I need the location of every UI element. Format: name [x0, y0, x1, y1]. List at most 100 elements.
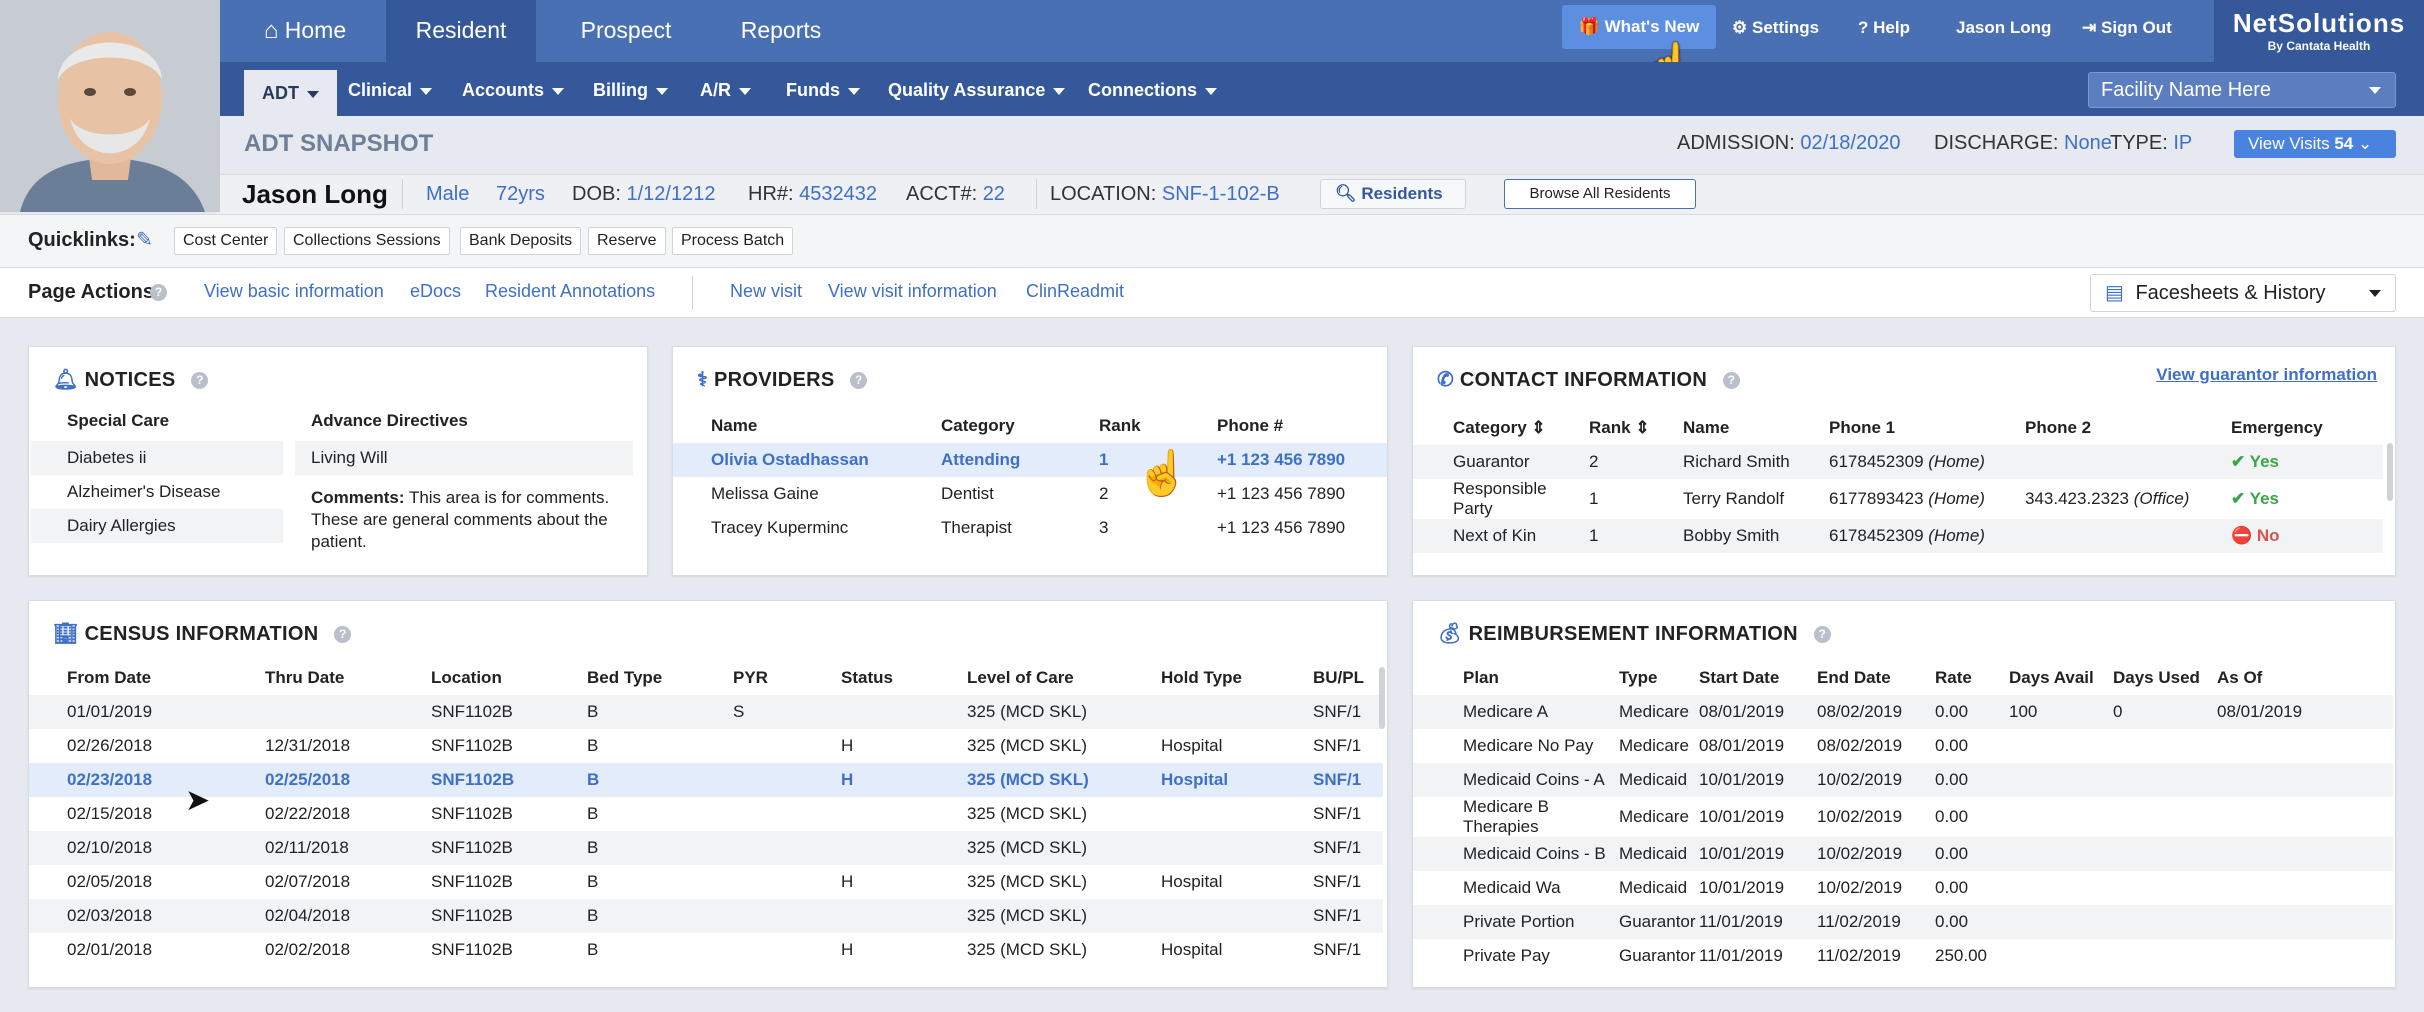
table-row[interactable]: 02/26/2018 12/31/2018 SNF1102B B H 325 (MCD S…	[29, 729, 1383, 763]
view-visits-button[interactable]: View Visits 54 ⌄	[2234, 130, 2396, 158]
residents-dropdown-label: Residents	[1361, 184, 1443, 203]
subnav-funds[interactable]: Funds	[786, 62, 860, 116]
link-view-visit-information[interactable]: View visit information	[828, 281, 997, 301]
notices-title: NOTICES	[84, 369, 176, 391]
link-clinreadmit[interactable]: ClinReadmit	[1026, 281, 1125, 301]
table-cell: SNF1102B	[431, 736, 513, 755]
quicklink-bank-deposits[interactable]: Bank Deposits	[460, 227, 582, 255]
contact-rank: 2	[1589, 445, 1683, 479]
link-view-basic-information[interactable]: View basic information	[204, 281, 384, 301]
table-cell	[733, 831, 841, 865]
facesheets-history-select[interactable]: ▤ Facesheets & History	[2090, 274, 2396, 312]
nav-resident[interactable]: Resident	[386, 0, 536, 62]
chevron-down-icon	[420, 87, 433, 95]
residents-dropdown[interactable]: 🔍︎ Residents	[1320, 179, 1466, 227]
help-icon[interactable]: ?	[1722, 372, 1740, 390]
quicklink-collections-sessions[interactable]: Collections Sessions	[284, 227, 450, 255]
provider-rank: 3	[1099, 518, 1109, 537]
view-guarantor-information-link[interactable]: View guarantor information	[2156, 365, 2377, 384]
table-row[interactable]: Medicaid Wa Medicaid 10/01/2019 10/02/2019 0…	[1413, 871, 2393, 905]
table-row[interactable]: 02/03/2018 02/04/2018 SNF1102B B 325 (MCD SK…	[29, 899, 1383, 933]
scrollbar[interactable]	[2387, 443, 2393, 501]
subnav-connections[interactable]: Connections	[1088, 62, 1218, 116]
edit-icon[interactable]: ✎	[136, 229, 153, 251]
phone-icon: ✆	[1437, 369, 1455, 391]
table-cell: SNF/1	[1313, 831, 1383, 865]
nav-home-label: Home	[284, 17, 347, 43]
resident-gender: Male	[426, 183, 470, 205]
whats-new-button[interactable]: 🎁 What's New	[1562, 5, 1716, 49]
special-care-item: Diabetes ii	[31, 441, 283, 475]
user-name[interactable]: Jason Long	[1956, 18, 2052, 37]
table-row[interactable]: 02/15/2018 02/22/2018 SNF1102B B 325 (MCD SK…	[29, 797, 1383, 831]
admission-value: 02/18/2020	[1800, 132, 1901, 154]
table-row[interactable]: 02/05/2018 02/07/2018 SNF1102B B H 325 (MCD S…	[29, 865, 1383, 899]
subnav-accounts[interactable]: Accounts	[462, 62, 565, 116]
provider-name: Olivia Ostadhassan	[673, 443, 941, 477]
help-icon[interactable]: ?	[191, 372, 209, 390]
table-row[interactable]: Medicare A Medicare 08/01/2019 08/02/2019 0.…	[1413, 695, 2393, 729]
help-icon[interactable]: ?	[150, 284, 167, 301]
table-row[interactable]: 02/23/2018 02/25/2018 SNF1102B B H 325 (MCD S…	[29, 763, 1383, 797]
table-row[interactable]: Private Portion Guarantor 11/01/2019 11/02/…	[1413, 905, 2393, 939]
table-cell: B	[587, 763, 733, 797]
help-link[interactable]: ? Help	[1858, 18, 1910, 38]
table-row[interactable]: Tracey Kuperminc Therapist 3 +1 123 456 …	[673, 511, 1387, 545]
nav-home[interactable]: ⌂ Home	[230, 0, 380, 62]
table-cell: SNF1102B	[431, 695, 587, 729]
table-cell: H	[841, 736, 854, 755]
emergency-no: ⛔ No	[2231, 519, 2383, 553]
table-row[interactable]: Medicare B Therapies Medicare 10/01/2019 10…	[1413, 797, 2393, 837]
subnav-ar[interactable]: A/R	[700, 62, 751, 116]
provider-rank: 2	[1099, 484, 1109, 503]
table-row[interactable]: Olivia Ostadhassan Attending 1 +1 123 45…	[673, 443, 1387, 477]
check-icon: ✔	[2231, 489, 2246, 508]
link-edocs[interactable]: eDocs	[410, 281, 462, 301]
nav-prospect-label: Prospect	[580, 17, 672, 43]
help-icon[interactable]: ?	[1813, 626, 1831, 644]
subnav-clinical[interactable]: Clinical	[348, 62, 433, 116]
table-row[interactable]: Medicaid Coins - B Medicaid 10/01/2019 10/0…	[1413, 837, 2393, 871]
col-header: Rank	[1099, 416, 1141, 435]
quicklink-reserve[interactable]: Reserve	[588, 227, 666, 255]
table-row[interactable]: Guarantor 2 Richard Smith 6178452309 (Ho…	[1413, 445, 2383, 479]
emergency-yes: ✔ Yes	[2231, 445, 2383, 479]
table-row[interactable]: 02/10/2018 02/11/2018 SNF1102B B 325 (MCD SK…	[29, 831, 1383, 865]
subnav-billing[interactable]: Billing	[593, 62, 668, 116]
nav-prospect[interactable]: Prospect	[546, 0, 706, 62]
table-row[interactable]: Medicare No Pay Medicare 08/01/2019 08/02/2…	[1413, 729, 2393, 763]
table-cell: B	[587, 695, 733, 729]
quicklink-cost-center[interactable]: Cost Center	[174, 227, 278, 255]
quicklink-process-batch[interactable]: Process Batch	[672, 227, 794, 255]
scrollbar[interactable]	[1379, 667, 1385, 729]
table-cell: Medicare No Pay	[1463, 736, 1594, 755]
col-header-rank[interactable]: Rank ⇕	[1589, 411, 1683, 445]
table-row[interactable]: Medicaid Coins - A Medicaid 10/01/2019 10/0…	[1413, 763, 2393, 797]
table-row[interactable]: Private Pay Guarantor 11/01/2019 11/02/2019…	[1413, 939, 2393, 973]
link-resident-annotations[interactable]: Resident Annotations	[485, 281, 656, 301]
link-new-visit[interactable]: New visit	[730, 281, 803, 301]
help-icon[interactable]: ?	[334, 626, 352, 644]
help-icon[interactable]: ?	[850, 372, 868, 390]
col-header: Thru Date	[265, 668, 345, 687]
table-row[interactable]: Responsible Party 1 Terry Randolf 617789…	[1413, 479, 2383, 519]
discharge-value: None	[2064, 132, 2112, 154]
sub-nav-bar: ADT Clinical Accounts Billing A/R Funds …	[220, 62, 2424, 116]
subnav-quality-assurance[interactable]: Quality Assurance	[888, 62, 1066, 116]
table-row[interactable]: Melissa Gaine Dentist 2 +1 123 456 7890	[673, 477, 1387, 511]
col-header-category[interactable]: Category ⇕	[1413, 411, 1589, 445]
nav-reports[interactable]: Reports	[706, 0, 856, 62]
sign-out-link[interactable]: ⇥ Sign Out	[2082, 18, 2172, 38]
table-cell: 0.00	[1935, 807, 1969, 826]
col-header: Name	[1683, 418, 1730, 437]
snapshot-header: ADT SNAPSHOT ADMISSION: 02/18/2020 DISCH…	[220, 116, 2424, 227]
provider-category: Attending	[941, 443, 1099, 477]
table-row[interactable]: 01/01/2019 SNF1102B B S 325 (MCD SKL) SNF/1	[29, 695, 1383, 729]
facility-select[interactable]: Facility Name Here	[2088, 72, 2396, 108]
browse-all-residents-button[interactable]: Browse All Residents	[1504, 179, 1696, 209]
table-cell: SNF/1	[1313, 872, 1362, 891]
table-row[interactable]: Next of Kin 1 Bobby Smith 6178452309 (Ho…	[1413, 519, 2383, 553]
subnav-adt[interactable]: ADT	[244, 70, 337, 116]
settings-link[interactable]: ⚙ Settings	[1732, 18, 1819, 38]
table-row[interactable]: 02/01/2018 02/02/2018 SNF1102B B H 325 (MCD S…	[29, 933, 1383, 967]
